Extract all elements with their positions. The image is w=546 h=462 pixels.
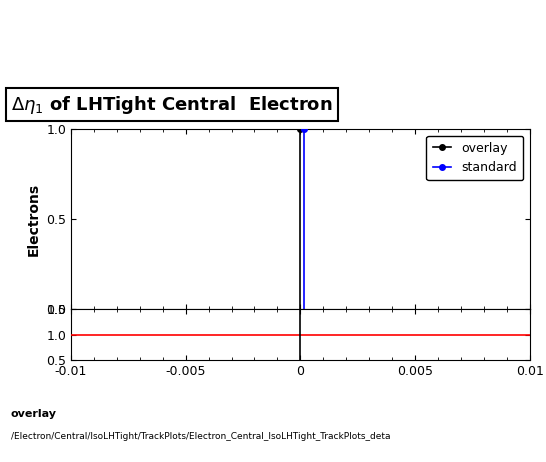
Text: overlay: overlay [11,409,57,419]
Legend: overlay, standard: overlay, standard [426,136,524,180]
Y-axis label: Electrons: Electrons [27,182,40,256]
Text: /Electron/Central/IsoLHTight/TrackPlots/Electron_Central_IsoLHTight_TrackPlots_d: /Electron/Central/IsoLHTight/TrackPlots/… [11,432,390,441]
Text: $\Delta\eta_{1}$ of LHTight Central  Electron: $\Delta\eta_{1}$ of LHTight Central Elec… [11,93,333,116]
